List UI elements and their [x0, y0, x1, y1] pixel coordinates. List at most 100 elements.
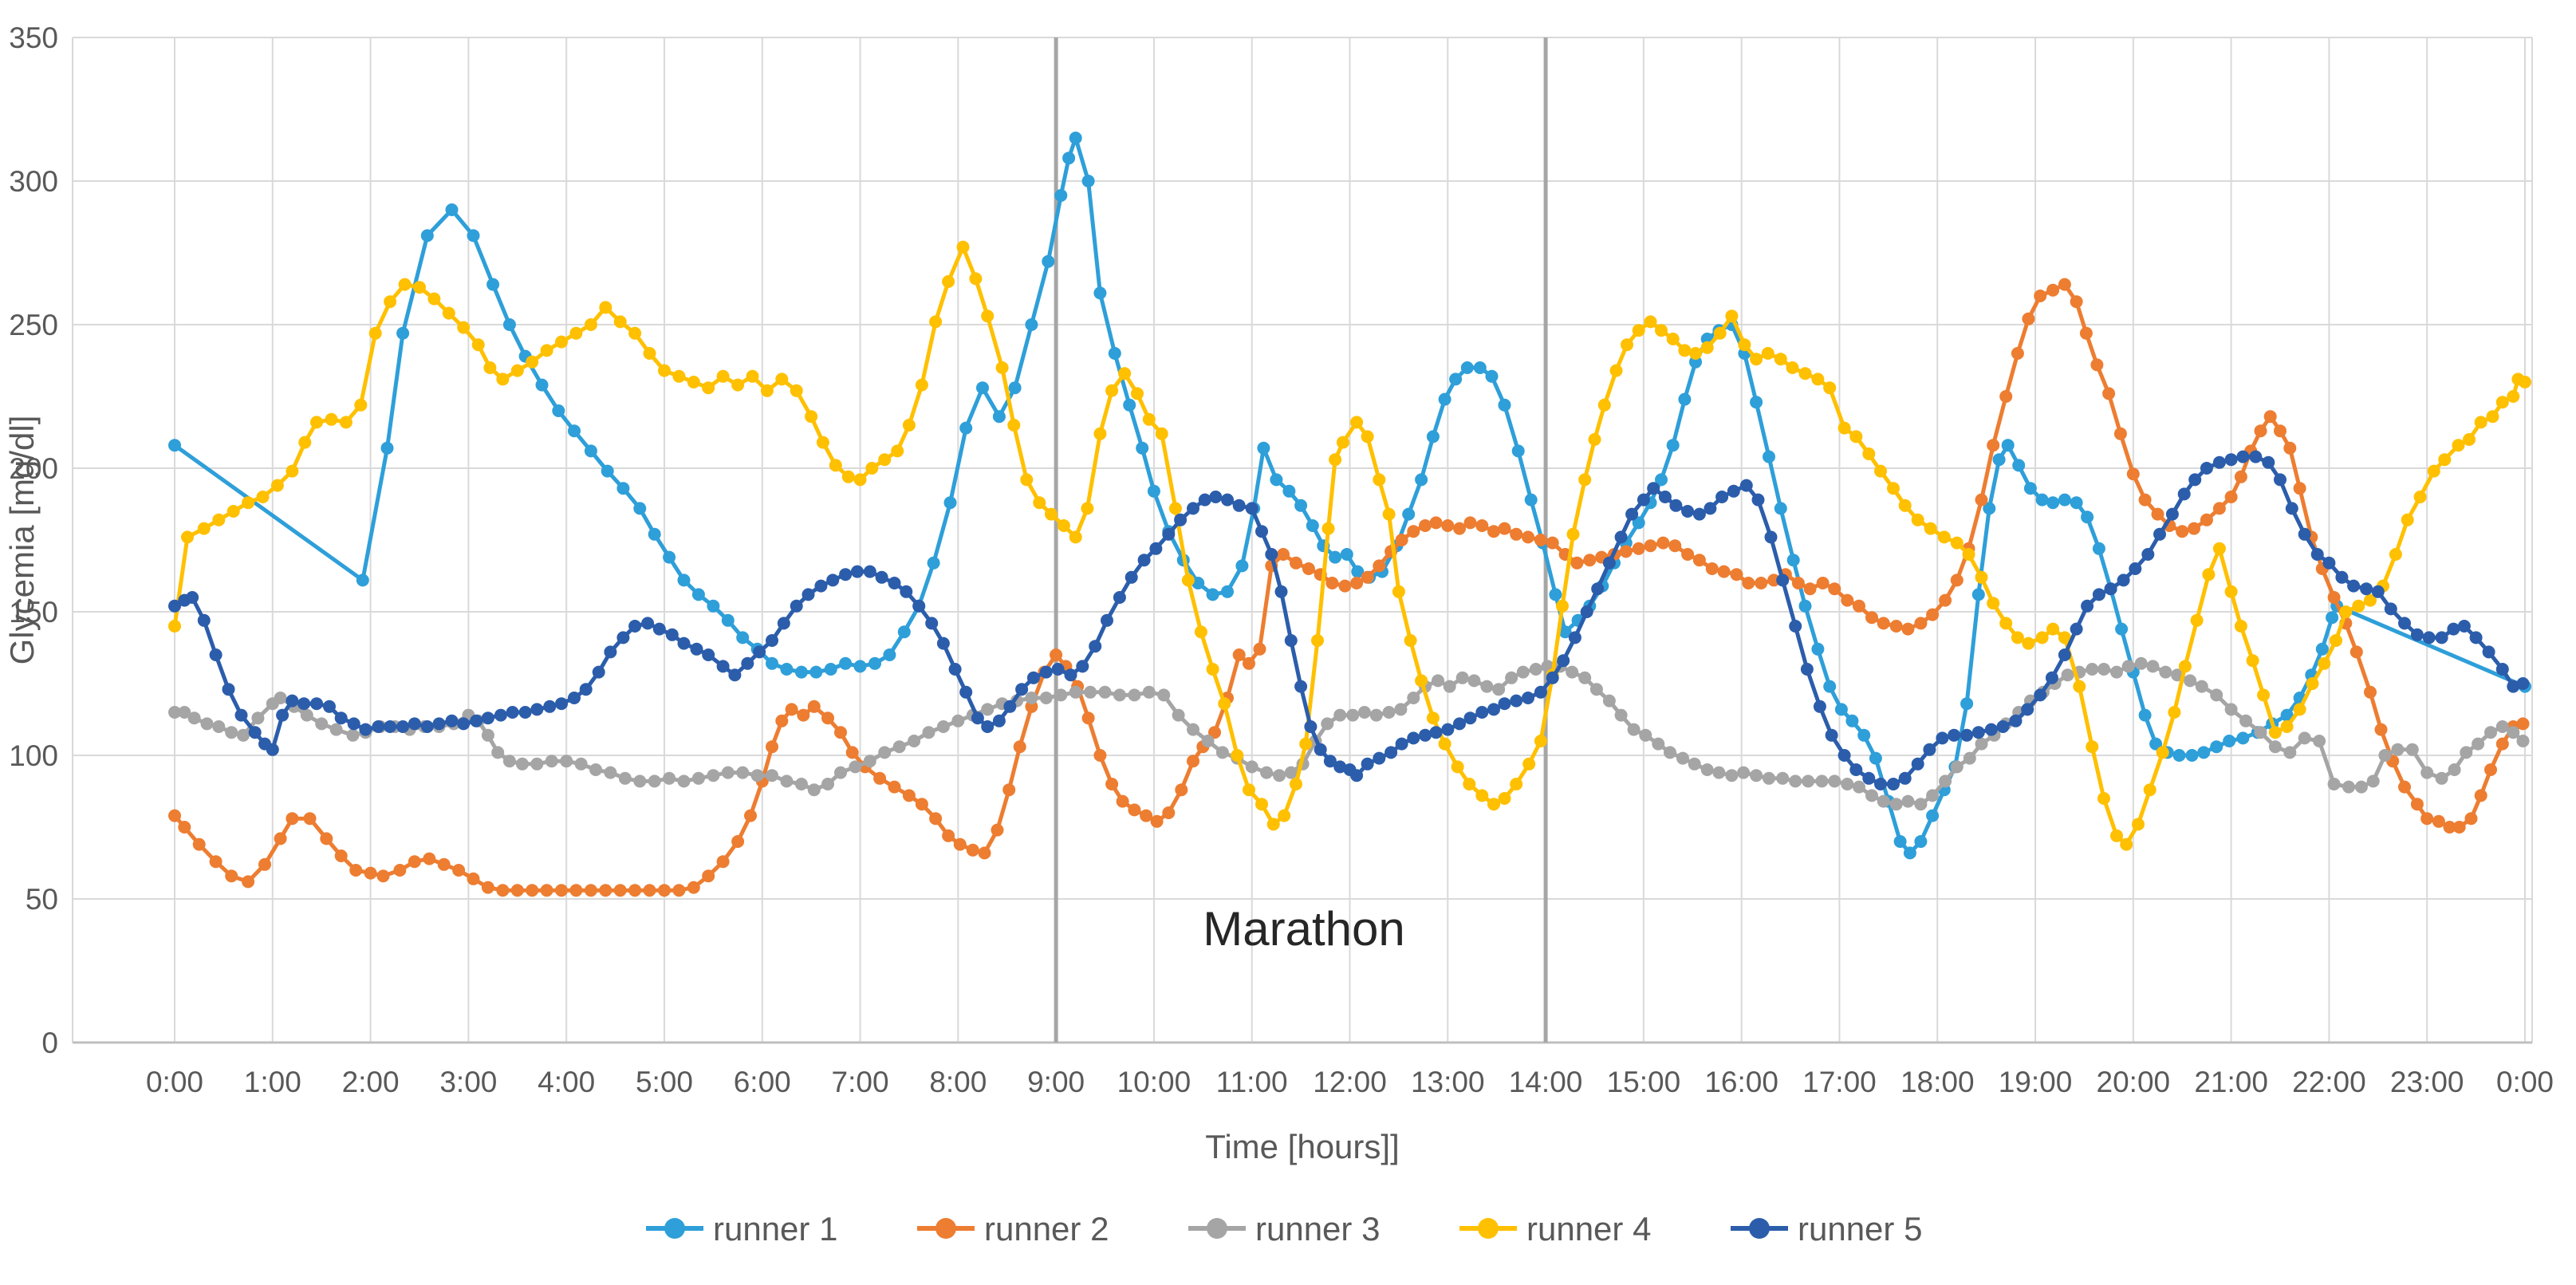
data-point [1815, 775, 1829, 788]
data-point [2405, 743, 2419, 756]
data-point [1069, 132, 1082, 144]
data-point [1426, 430, 1440, 443]
data-point [234, 708, 248, 722]
data-point [1045, 507, 1058, 521]
data-point [1580, 605, 1593, 618]
data-point [494, 708, 507, 722]
data-point [1064, 668, 1077, 682]
data-point [592, 665, 605, 679]
data-point [2212, 455, 2226, 469]
data-point [604, 766, 617, 779]
data-point [356, 574, 369, 587]
data-point [242, 496, 255, 510]
data-point [633, 775, 647, 788]
data-point [2011, 347, 2024, 360]
gridlines [72, 37, 2533, 1044]
data-point [569, 884, 583, 897]
data-point [2239, 714, 2252, 727]
data-point [1583, 554, 1597, 567]
data-point [665, 628, 679, 641]
data-point [1669, 499, 1683, 512]
data-point [2339, 605, 2353, 618]
data-point [2097, 663, 2110, 676]
data-point [888, 780, 901, 794]
data-point [1505, 671, 1518, 684]
data-point [1329, 550, 1342, 564]
data-point [1105, 778, 1119, 790]
data-point [869, 656, 881, 670]
data-point [948, 663, 962, 676]
data-point [1277, 548, 1290, 561]
data-point [168, 620, 181, 633]
data-point [2507, 726, 2520, 739]
data-point [780, 775, 794, 788]
data-point [2335, 570, 2349, 584]
data-point [1069, 685, 1082, 699]
data-point [1975, 737, 1988, 751]
data-point [1304, 720, 1318, 733]
data-point [1975, 493, 1988, 507]
data-point [1089, 640, 1102, 653]
data-point [2474, 416, 2487, 429]
data-point [1125, 570, 1138, 584]
data-point [359, 723, 372, 736]
data-point [1717, 565, 1731, 578]
data-point [1763, 771, 1775, 785]
data-point [396, 720, 410, 733]
data-point [2516, 717, 2530, 731]
data-point [310, 697, 323, 711]
data-point [2001, 439, 2015, 452]
data-point [1394, 703, 1408, 716]
data-point [2104, 582, 2117, 596]
data-point [1705, 562, 1719, 575]
data-point [702, 869, 715, 883]
data-point [1407, 731, 1420, 745]
data-point [1407, 692, 1420, 704]
data-point [2149, 737, 2163, 751]
data-point [2151, 507, 2164, 521]
data-point [1534, 735, 1547, 747]
data-point [1245, 760, 1258, 774]
data-point [1767, 574, 1781, 587]
data-point [346, 728, 360, 742]
data-point [384, 720, 397, 733]
data-point [2330, 634, 2342, 647]
data-point [1676, 751, 1689, 765]
legend-item-runner-1: runner 1 [646, 1210, 837, 1248]
data-point [1003, 700, 1017, 713]
data-point [2457, 620, 2471, 633]
data-point [2293, 482, 2306, 495]
data-point [2086, 740, 2099, 754]
data-point [1522, 530, 1534, 544]
data-point [959, 421, 973, 435]
data-point [1960, 697, 1974, 711]
data-point [437, 857, 451, 871]
data-point [1265, 548, 1278, 561]
data-point [2516, 735, 2530, 747]
data-point [1137, 554, 1151, 567]
data-point [1157, 688, 1171, 702]
data-point [1632, 542, 1645, 555]
data-point [821, 778, 834, 790]
data-point [691, 588, 705, 601]
data-point [766, 769, 778, 782]
data-point [1361, 430, 1374, 443]
data-point [1602, 694, 1616, 708]
data-point [1232, 648, 1246, 661]
data-point [1128, 688, 1141, 702]
data-point [1415, 674, 1428, 688]
data-point [1419, 519, 1432, 532]
data-point [1369, 708, 1383, 722]
data-point [1510, 694, 1523, 708]
data-point [1950, 760, 1964, 774]
data-point [915, 798, 928, 811]
data-point [1081, 502, 1094, 515]
data-point [628, 326, 642, 340]
data-point [408, 855, 421, 869]
x-tick-label-8: 8:00 [929, 1066, 987, 1098]
data-point [849, 760, 862, 774]
data-point [1755, 577, 1768, 589]
data-point [2447, 622, 2460, 636]
data-point [1162, 527, 1176, 541]
data-point [408, 717, 421, 731]
